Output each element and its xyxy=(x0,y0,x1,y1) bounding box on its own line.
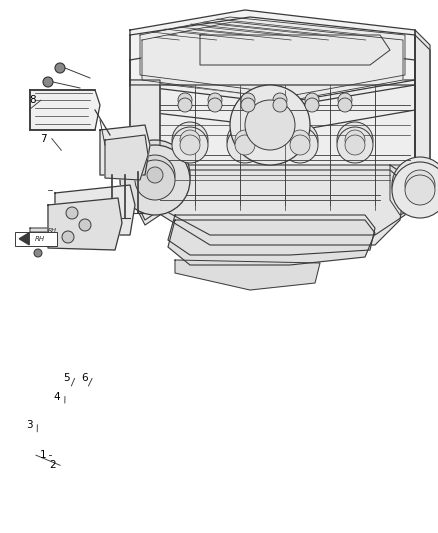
Circle shape xyxy=(62,231,74,243)
Polygon shape xyxy=(130,85,415,220)
Circle shape xyxy=(305,98,319,112)
Text: 2: 2 xyxy=(49,461,56,470)
Polygon shape xyxy=(130,10,415,100)
Polygon shape xyxy=(130,40,415,130)
Text: 3: 3 xyxy=(26,420,33,430)
Polygon shape xyxy=(168,220,375,265)
Text: RH: RH xyxy=(35,236,45,242)
Circle shape xyxy=(135,155,175,195)
Circle shape xyxy=(135,160,175,200)
Polygon shape xyxy=(415,35,430,205)
Circle shape xyxy=(345,130,365,150)
Circle shape xyxy=(66,207,78,219)
Circle shape xyxy=(147,167,163,183)
Polygon shape xyxy=(168,215,375,255)
Circle shape xyxy=(208,98,222,112)
Polygon shape xyxy=(415,30,430,200)
Polygon shape xyxy=(130,85,160,225)
Circle shape xyxy=(241,93,255,107)
Text: 6: 6 xyxy=(81,374,88,383)
Circle shape xyxy=(120,140,190,210)
Circle shape xyxy=(273,93,287,107)
Circle shape xyxy=(305,93,319,107)
Circle shape xyxy=(241,98,255,112)
Text: 4: 4 xyxy=(53,392,60,401)
Circle shape xyxy=(178,98,192,112)
Circle shape xyxy=(55,63,65,73)
Polygon shape xyxy=(48,198,122,250)
Circle shape xyxy=(79,219,91,231)
Polygon shape xyxy=(130,17,415,105)
Circle shape xyxy=(120,145,190,215)
Circle shape xyxy=(337,127,373,163)
Circle shape xyxy=(282,127,318,163)
Circle shape xyxy=(235,130,255,150)
Circle shape xyxy=(235,135,255,155)
Text: RH: RH xyxy=(47,228,57,232)
Circle shape xyxy=(338,98,352,112)
Circle shape xyxy=(405,170,435,200)
Polygon shape xyxy=(55,185,135,235)
Polygon shape xyxy=(130,80,160,220)
Circle shape xyxy=(34,249,42,257)
Polygon shape xyxy=(105,135,148,180)
Circle shape xyxy=(290,130,310,150)
Circle shape xyxy=(172,122,208,158)
Circle shape xyxy=(245,100,295,150)
Circle shape xyxy=(338,93,352,107)
Circle shape xyxy=(282,122,318,158)
Circle shape xyxy=(345,135,365,155)
Circle shape xyxy=(392,157,438,213)
Circle shape xyxy=(180,130,200,150)
Text: 1: 1 xyxy=(39,450,46,460)
Polygon shape xyxy=(100,125,150,175)
Circle shape xyxy=(337,122,373,158)
Circle shape xyxy=(227,122,263,158)
Circle shape xyxy=(230,85,310,165)
Circle shape xyxy=(43,77,53,87)
Text: 7: 7 xyxy=(40,134,47,143)
FancyBboxPatch shape xyxy=(15,232,57,246)
Polygon shape xyxy=(19,233,29,245)
Polygon shape xyxy=(145,170,405,245)
Polygon shape xyxy=(130,80,415,215)
Circle shape xyxy=(392,162,438,218)
Polygon shape xyxy=(30,225,72,235)
Polygon shape xyxy=(145,165,405,235)
Circle shape xyxy=(208,93,222,107)
Circle shape xyxy=(290,135,310,155)
Circle shape xyxy=(273,98,287,112)
Circle shape xyxy=(227,127,263,163)
Polygon shape xyxy=(140,17,405,95)
Circle shape xyxy=(178,93,192,107)
Polygon shape xyxy=(200,35,390,65)
Polygon shape xyxy=(175,260,320,290)
Circle shape xyxy=(172,127,208,163)
Polygon shape xyxy=(142,22,403,100)
Polygon shape xyxy=(30,90,100,130)
Polygon shape xyxy=(390,165,430,215)
Circle shape xyxy=(405,175,435,205)
Text: 5: 5 xyxy=(63,374,70,383)
Text: 8: 8 xyxy=(29,95,36,105)
Circle shape xyxy=(180,135,200,155)
